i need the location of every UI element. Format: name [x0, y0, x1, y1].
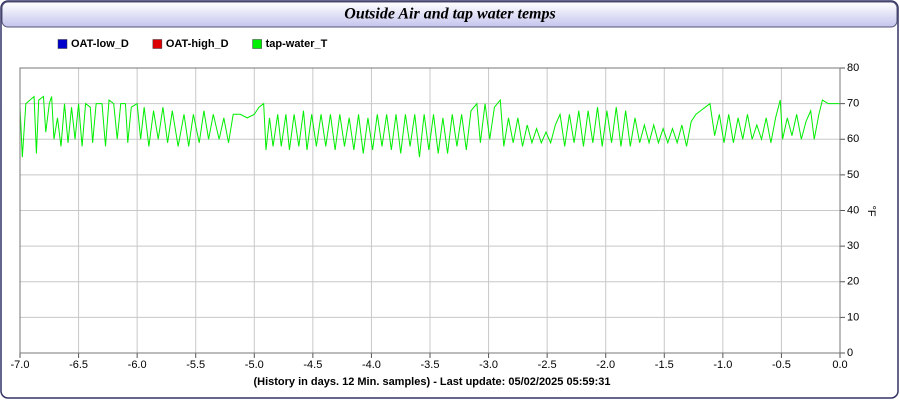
- x-tick-label: -0.5: [772, 359, 791, 371]
- legend-swatch: [252, 39, 262, 49]
- y-tick-label: 50: [847, 169, 859, 181]
- x-tick-label: -4.0: [362, 359, 381, 371]
- x-tick-label: -3.0: [479, 359, 498, 371]
- y-tick-label: 80: [847, 62, 859, 74]
- y-axis-label: °F: [865, 205, 877, 216]
- x-tick-label: -7.0: [11, 359, 30, 371]
- y-tick-label: 20: [847, 276, 859, 288]
- legend-label: OAT-high_D: [166, 38, 229, 50]
- x-tick-label: -6.0: [128, 359, 147, 371]
- x-axis-label: (History in days. 12 Min. samples) - Las…: [253, 376, 610, 388]
- x-tick-label: -1.0: [713, 359, 732, 371]
- y-tick-label: 70: [847, 98, 859, 110]
- x-tick-label: -6.5: [69, 359, 88, 371]
- y-tick-label: 40: [847, 204, 859, 216]
- chart-title: Outside Air and tap water temps: [344, 6, 555, 23]
- legend-swatch: [57, 39, 68, 49]
- x-tick-label: -2.0: [596, 359, 615, 371]
- x-tick-label: -5.5: [186, 359, 205, 371]
- x-tick-label: 0.0: [832, 359, 847, 371]
- plot-border: [19, 67, 841, 354]
- x-tick-label: -2.5: [538, 359, 557, 371]
- legend-swatch: [152, 39, 163, 49]
- legend-label: OAT-low_D: [71, 38, 129, 50]
- title-bar: [1, 1, 898, 28]
- y-tick-label: 10: [847, 311, 859, 323]
- x-tick-label: -1.5: [655, 359, 674, 371]
- x-tick-label: -5.0: [245, 359, 264, 371]
- legend-label: tap-water_T: [266, 38, 328, 50]
- x-tick-label: -4.5: [303, 359, 322, 371]
- y-tick-label: 60: [847, 133, 859, 145]
- y-tick-label: 30: [847, 240, 859, 252]
- x-tick-label: -3.5: [421, 359, 440, 371]
- data-line: [19, 95, 840, 158]
- y-tick-label: 0: [847, 347, 853, 359]
